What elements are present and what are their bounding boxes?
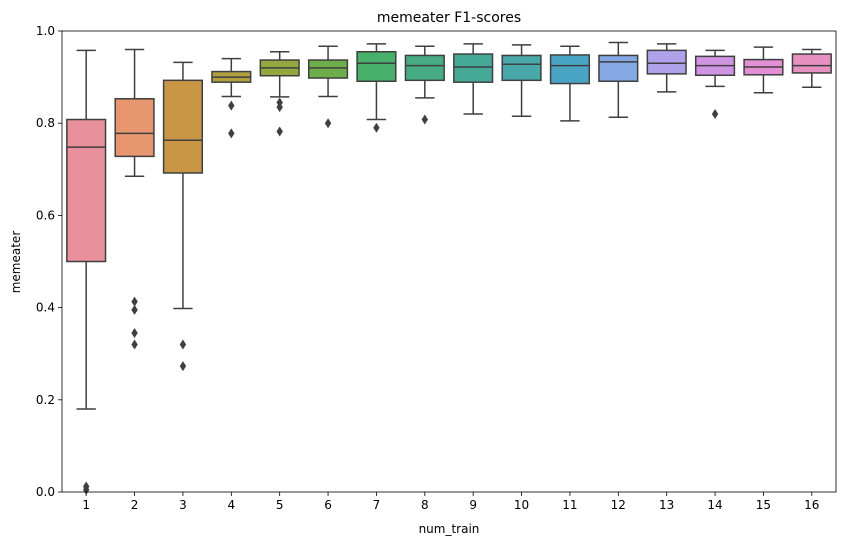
box-group-7 <box>356 43 397 133</box>
box-group-9 <box>453 43 494 115</box>
x-tick-label: 8 <box>421 498 429 512</box>
plot-frame <box>61 30 837 493</box>
x-tick-label: 13 <box>659 498 674 512</box>
x-tick-label: 10 <box>514 498 529 512</box>
box-group-16 <box>791 48 832 88</box>
box <box>114 98 155 158</box>
x-tick-label: 12 <box>611 498 626 512</box>
outlier-point <box>228 128 235 139</box>
outlier-point <box>82 481 90 492</box>
x-axis: 1 2 3 4 5 6 7 8 9 10 11 12 13 14 15 16 <box>82 492 819 512</box>
outlier-point <box>324 118 332 129</box>
box-group-6 <box>307 45 349 129</box>
x-tick-label: 7 <box>373 498 381 512</box>
box-group-1 <box>66 49 107 495</box>
outlier-point <box>131 339 138 350</box>
box-group-14 <box>694 49 736 119</box>
x-tick-label: 9 <box>469 498 477 512</box>
y-axis: 0.0 0.2 0.4 0.6 0.8 1.0 <box>36 24 62 499</box>
box-group-10 <box>501 44 542 118</box>
outlier-point <box>131 296 138 307</box>
plot-area <box>66 41 832 495</box>
box-group-12 <box>598 41 639 118</box>
y-tick-label: 1.0 <box>36 24 55 38</box>
y-axis-label: memeater <box>9 231 23 294</box>
box <box>598 54 639 82</box>
box-group-8 <box>404 45 445 125</box>
x-tick-label: 3 <box>179 498 187 512</box>
box-group-4 <box>211 57 252 139</box>
outlier-point <box>131 327 138 338</box>
box <box>791 53 832 74</box>
x-axis-label: num_train <box>419 522 480 536</box>
x-tick-label: 6 <box>324 498 332 512</box>
box <box>453 53 494 83</box>
outlier-point <box>179 361 187 372</box>
x-tick-label: 11 <box>562 498 577 512</box>
box <box>66 118 107 263</box>
box <box>501 54 542 82</box>
y-tick-label: 0.4 <box>36 301 55 315</box>
box-group-13 <box>646 43 687 93</box>
box-group-2 <box>114 48 155 350</box>
box <box>162 79 204 174</box>
x-tick-label: 4 <box>227 498 235 512</box>
y-tick-label: 0.6 <box>36 208 55 222</box>
box <box>404 54 445 82</box>
outlier-point <box>228 100 235 111</box>
outlier-point <box>179 339 187 350</box>
x-tick-label: 5 <box>276 498 284 512</box>
outlier-point <box>131 304 138 315</box>
x-tick-label: 15 <box>756 498 771 512</box>
x-tick-label: 1 <box>82 498 90 512</box>
y-tick-label: 0.0 <box>36 485 55 499</box>
x-tick-label: 16 <box>804 498 819 512</box>
outlier-point <box>276 97 283 108</box>
box-group-3 <box>162 61 204 372</box>
y-tick-label: 0.8 <box>36 116 55 130</box>
box <box>356 50 397 82</box>
outlier-point <box>711 108 719 119</box>
chart-title: memeater F1-scores <box>377 10 521 26</box>
x-tick-label: 14 <box>707 498 722 512</box>
x-tick-label: 2 <box>131 498 139 512</box>
box-group-5 <box>259 50 300 137</box>
outlier-point <box>421 114 429 125</box>
box <box>646 49 687 75</box>
outlier-point <box>276 126 283 137</box>
outlier-point <box>373 122 380 133</box>
y-tick-label: 0.2 <box>36 393 55 407</box>
box-group-15 <box>743 46 784 94</box>
box <box>307 59 349 79</box>
box-group-11 <box>549 45 591 122</box>
box <box>549 54 591 85</box>
